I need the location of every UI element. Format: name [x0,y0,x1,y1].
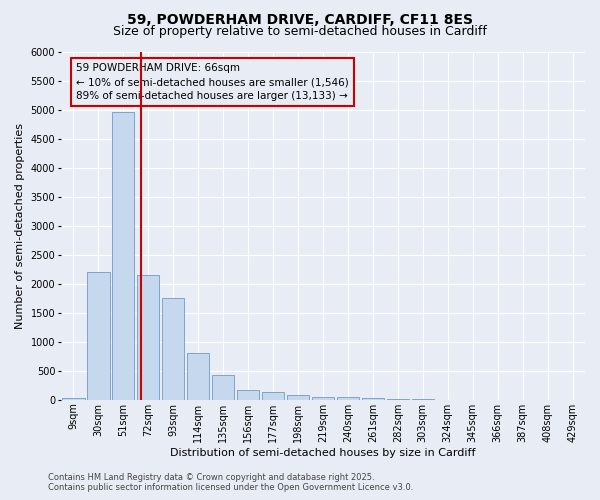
Bar [87,272,110,400]
Text: 59 POWDERHAM DRIVE: 66sqm
← 10% of semi-detached houses are smaller (1,546)
89% : 59 POWDERHAM DRIVE: 66sqm ← 10% of semi-… [76,63,349,101]
Bar [287,394,309,400]
Text: 59, POWDERHAM DRIVE, CARDIFF, CF11 8ES: 59, POWDERHAM DRIVE, CARDIFF, CF11 8ES [127,12,473,26]
Bar [237,390,259,400]
X-axis label: Distribution of semi-detached houses by size in Cardiff: Distribution of semi-detached houses by … [170,448,476,458]
Bar [62,398,85,400]
Bar [112,112,134,400]
Text: Size of property relative to semi-detached houses in Cardiff: Size of property relative to semi-detach… [113,25,487,38]
Y-axis label: Number of semi-detached properties: Number of semi-detached properties [15,122,25,328]
Bar [162,298,184,400]
Bar [187,354,209,400]
Bar [137,275,160,400]
Text: Contains HM Land Registry data © Crown copyright and database right 2025.
Contai: Contains HM Land Registry data © Crown c… [48,473,413,492]
Bar [386,399,409,400]
Bar [362,398,384,400]
Bar [262,392,284,400]
Bar [212,376,235,400]
Bar [337,397,359,400]
Bar [311,396,334,400]
